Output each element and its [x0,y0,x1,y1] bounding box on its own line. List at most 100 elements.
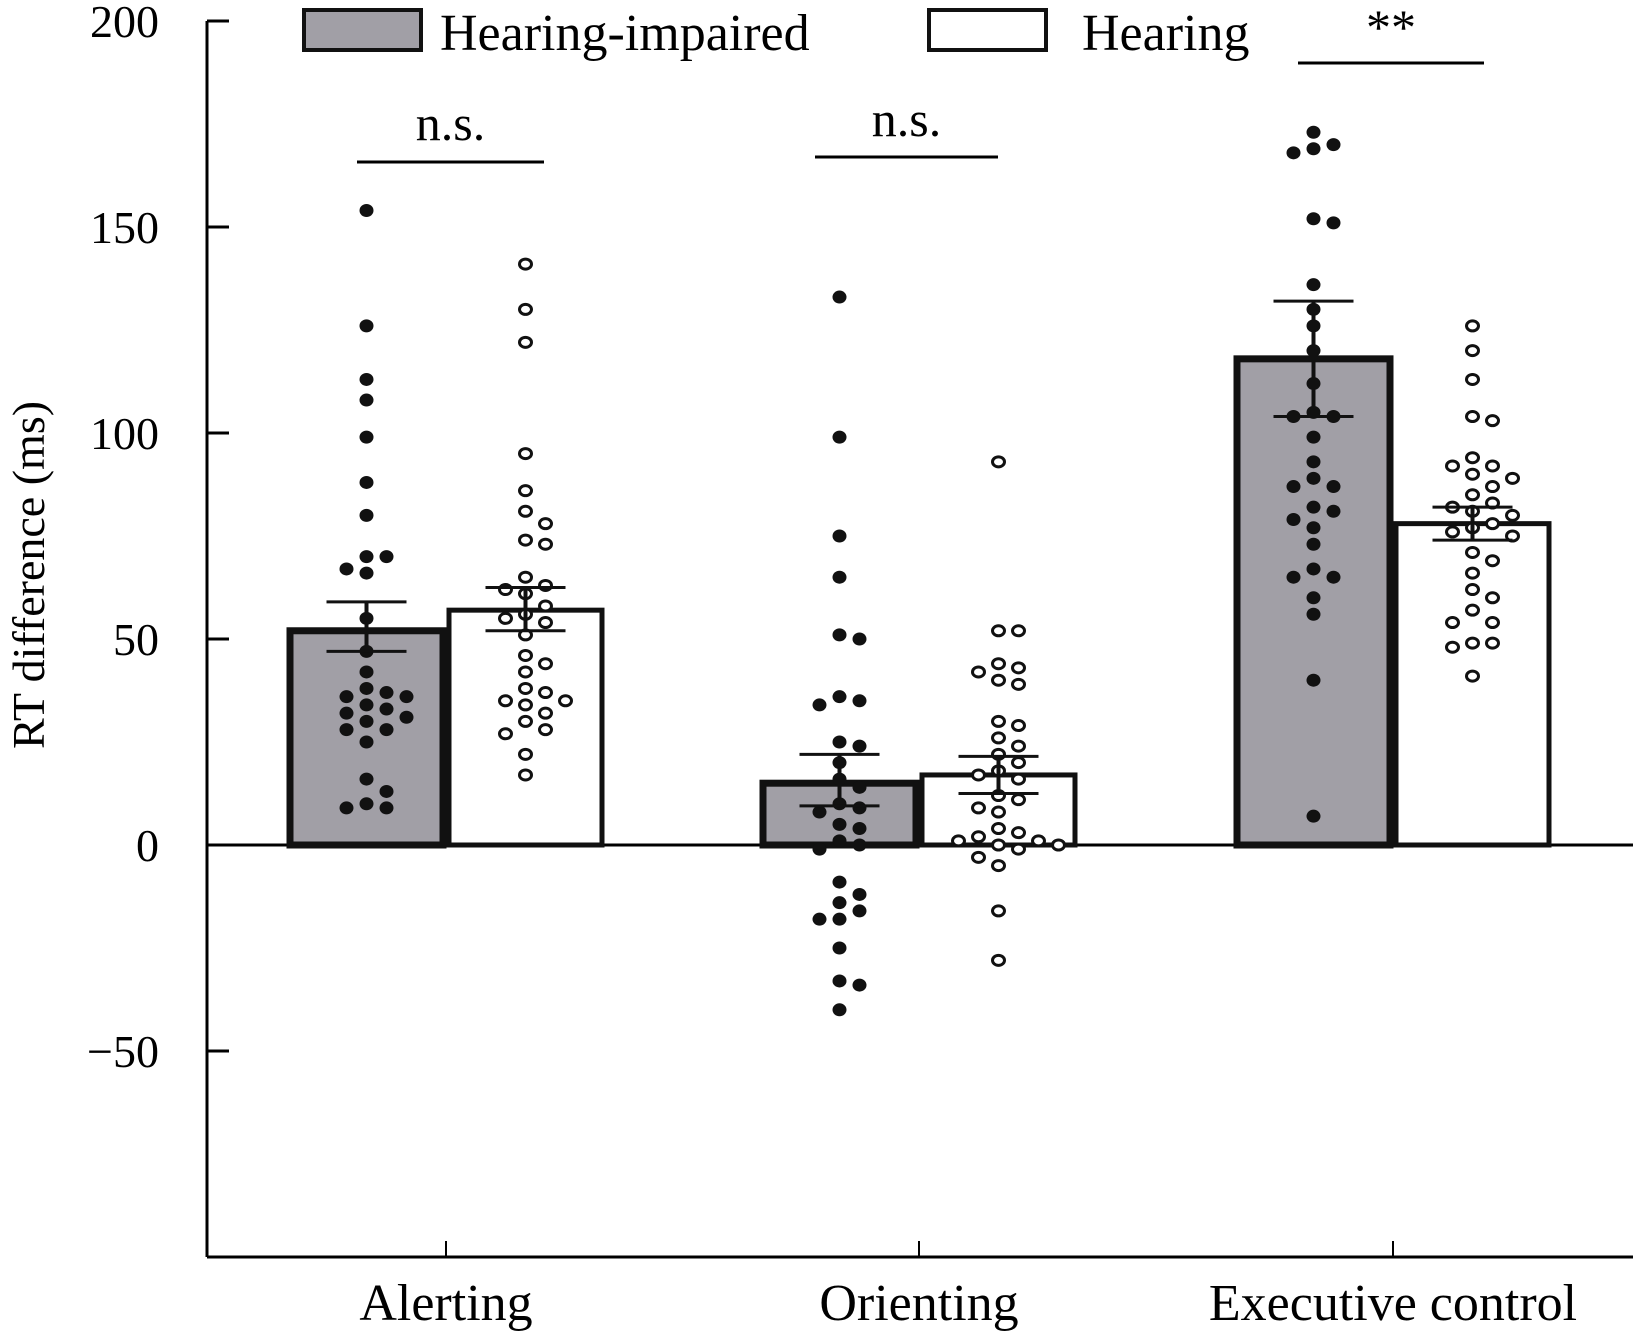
significance-label: ** [1366,0,1416,55]
legend-label-hearing-impaired: Hearing-impaired [440,5,810,62]
data-point [1286,513,1301,527]
data-point [359,665,374,679]
error-bars [326,299,1513,808]
data-point [1011,793,1026,807]
significance-label: n.s. [416,95,485,151]
data-points [339,125,1520,1017]
data-point [1445,525,1460,539]
data-point [359,550,374,564]
data-point [1306,591,1321,605]
data-point [379,723,394,737]
data-point [518,504,533,518]
data-point [518,484,533,498]
data-point [812,912,827,926]
data-point [991,822,1006,836]
data-point [991,657,1006,671]
data-point [1306,562,1321,576]
data-point [971,850,986,864]
data-point [812,842,827,856]
data-point [852,904,867,918]
data-point [1306,607,1321,621]
data-point [339,690,354,704]
data-point [359,714,374,728]
data-point [852,632,867,646]
data-point [1326,504,1341,518]
data-point [852,838,867,852]
x-tick-label: Orienting [819,1275,1018,1332]
data-point [1465,566,1480,580]
data-point [832,570,847,584]
data-point [832,817,847,831]
data-point [399,710,414,724]
data-point [518,747,533,761]
significance-annotations: n.s. n.s. ** [357,0,1484,164]
data-point [832,1003,847,1017]
data-point [339,562,354,576]
data-point [498,611,513,625]
data-point [538,517,553,531]
data-point [1286,570,1301,584]
x-tick-label: Alerting [359,1275,532,1332]
x-tick-label: Executive control [1209,1275,1577,1332]
data-point [852,887,867,901]
data-point [359,372,374,386]
data-point [1465,669,1480,683]
data-point [832,875,847,889]
data-point [852,801,867,815]
data-point [832,628,847,642]
data-point [1505,508,1520,522]
data-point [1465,319,1480,333]
data-point [1306,212,1321,226]
y-tick-label: 100 [90,408,159,459]
data-point [852,780,867,794]
data-point [518,257,533,271]
data-point [1306,521,1321,535]
data-point [359,772,374,786]
data-point [1485,554,1500,568]
data-point [1306,537,1321,551]
data-point [991,731,1006,745]
data-point [1465,344,1480,358]
data-point [518,698,533,712]
data-point [1326,216,1341,230]
data-point [852,978,867,992]
data-point [518,447,533,461]
data-point [971,801,986,815]
legend-swatch-hearing-impaired [302,8,423,52]
data-point [518,714,533,728]
data-point [498,727,513,741]
data-point [1011,756,1026,770]
data-point [1485,616,1500,630]
legend: Hearing-impaired Hearing [302,5,1249,62]
data-point [951,834,966,848]
data-point [1485,636,1500,650]
data-point [379,686,394,700]
legend-label-hearing: Hearing [1082,5,1249,62]
data-point [359,204,374,218]
data-point [498,694,513,708]
data-point [991,805,1006,819]
y-tick-label: 0 [136,820,159,871]
data-point [1485,591,1500,605]
data-point [1306,430,1321,444]
data-point [832,974,847,988]
data-point [832,834,847,848]
data-point [832,290,847,304]
data-point [359,735,374,749]
data-point [518,533,533,547]
data-point [1011,677,1026,691]
data-point [1326,138,1341,152]
data-point [1326,570,1341,584]
data-point [518,665,533,679]
data-point [971,665,986,679]
data-point [538,537,553,551]
data-point [812,805,827,819]
data-point [971,830,986,844]
data-point [1445,616,1460,630]
data-point [832,896,847,910]
data-point [359,319,374,333]
data-point [1485,414,1500,428]
data-point [1051,838,1066,852]
data-point [991,455,1006,469]
